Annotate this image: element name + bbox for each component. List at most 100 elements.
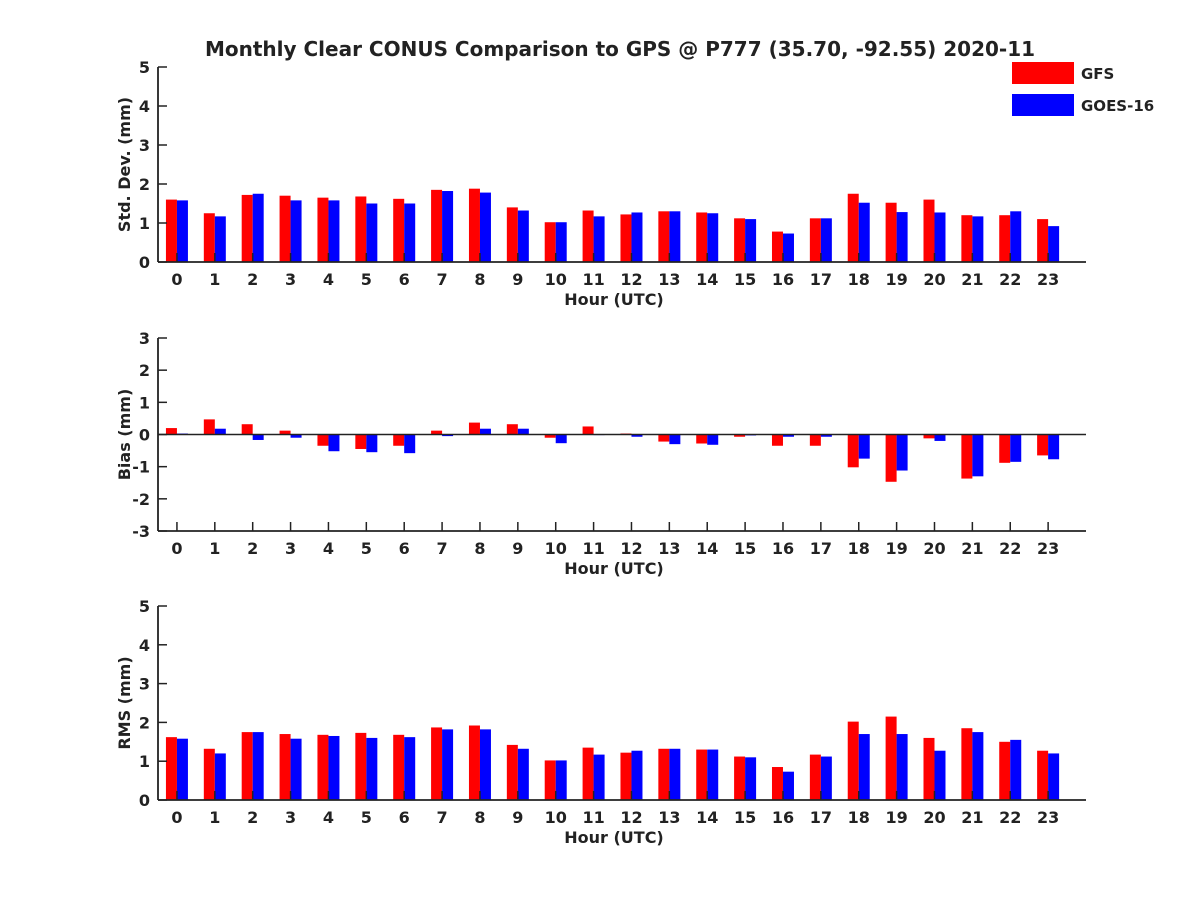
bar-goes-16-14: [707, 213, 719, 262]
x-tick-label: 0: [171, 539, 182, 558]
x-tick-label: 23: [1037, 539, 1059, 558]
x-axis-label: Hour (UTC): [564, 290, 664, 309]
x-tick-label: 4: [323, 808, 334, 827]
x-tick-label: 17: [810, 539, 832, 558]
bar-goes-16-22: [1010, 739, 1022, 800]
bar-gfs-19: [885, 434, 897, 482]
bar-gfs-20: [923, 434, 935, 439]
x-tick-label: 22: [999, 270, 1021, 289]
bar-gfs-0: [165, 428, 177, 435]
x-tick-label: 21: [961, 270, 983, 289]
x-tick-label: 2: [247, 539, 258, 558]
x-tick-label: 18: [848, 270, 870, 289]
x-tick-label: 11: [582, 808, 604, 827]
x-axis-label: Hour (UTC): [564, 559, 664, 578]
bar-gfs-15: [734, 434, 746, 437]
bar-gfs-12: [620, 214, 632, 262]
x-tick-label: 5: [361, 539, 372, 558]
bar-gfs-14: [696, 749, 708, 800]
bar-goes-16-6: [404, 203, 416, 262]
bar-gfs-10: [544, 760, 556, 800]
x-tick-label: 3: [285, 539, 296, 558]
bar-gfs-23: [1037, 750, 1049, 800]
x-tick-label: 9: [512, 270, 523, 289]
bar-gfs-3: [279, 195, 291, 262]
x-tick-label: 7: [437, 808, 448, 827]
bar-goes-16-12: [631, 750, 643, 800]
x-tick-label: 0: [171, 808, 182, 827]
bar-gfs-19: [885, 716, 897, 800]
y-tick-label: 2: [139, 175, 150, 194]
bar-goes-16-2: [252, 732, 264, 800]
bar-goes-16-11: [593, 216, 605, 262]
bar-goes-16-5: [366, 434, 378, 453]
bar-goes-16-10: [555, 760, 567, 800]
y-tick-label: 2: [139, 361, 150, 380]
x-tick-label: 4: [323, 270, 334, 289]
bar-gfs-23: [1037, 219, 1049, 262]
y-tick-label: 0: [139, 791, 150, 810]
y-tick-label: -2: [132, 490, 150, 509]
bar-gfs-0: [165, 737, 177, 800]
bar-goes-16-21: [972, 732, 984, 800]
bar-gfs-20: [923, 737, 935, 800]
bar-gfs-11: [582, 426, 594, 435]
y-tick-label: 1: [139, 214, 150, 233]
x-tick-label: 20: [923, 808, 945, 827]
y-axis-label: RMS (mm): [115, 656, 134, 749]
bar-goes-16-7: [442, 729, 454, 800]
bar-gfs-11: [582, 747, 594, 800]
x-tick-label: 19: [885, 539, 907, 558]
bar-gfs-13: [658, 748, 670, 800]
bar-gfs-5: [355, 196, 367, 262]
bar-gfs-9: [506, 207, 518, 262]
x-tick-label: 12: [620, 808, 642, 827]
bar-gfs-18: [847, 721, 859, 800]
y-tick-label: 0: [139, 426, 150, 445]
bar-goes-16-22: [1010, 211, 1022, 262]
x-tick-label: 19: [885, 808, 907, 827]
bar-goes-16-0: [176, 200, 188, 262]
bar-gfs-3: [279, 734, 291, 800]
bar-gfs-19: [885, 202, 897, 262]
y-tick-label: 3: [139, 675, 150, 694]
x-tick-label: 17: [810, 270, 832, 289]
bar-goes-16-1: [214, 216, 226, 262]
x-tick-label: 5: [361, 808, 372, 827]
bar-gfs-18: [847, 193, 859, 262]
x-tick-label: 8: [474, 270, 485, 289]
y-tick-label: 5: [139, 58, 150, 77]
bar-goes-16-2: [252, 193, 264, 262]
y-tick-label: 2: [139, 713, 150, 732]
bar-goes-16-1: [214, 753, 226, 800]
bar-goes-16-13: [669, 211, 681, 262]
bar-goes-16-19: [896, 212, 908, 262]
bar-goes-16-6: [404, 434, 416, 454]
bar-goes-16-17: [820, 218, 832, 262]
bar-gfs-18: [847, 434, 859, 468]
x-tick-label: 1: [209, 808, 220, 827]
bar-gfs-11: [582, 210, 594, 262]
bar-gfs-12: [620, 752, 632, 800]
bar-gfs-23: [1037, 434, 1049, 456]
x-tick-label: 6: [399, 808, 410, 827]
bar-gfs-0: [165, 199, 177, 262]
x-tick-label: 1: [209, 539, 220, 558]
bar-gfs-16: [771, 434, 783, 446]
x-tick-label: 0: [171, 270, 182, 289]
bar-goes-16-20: [934, 750, 946, 800]
bar-gfs-6: [393, 734, 405, 800]
x-tick-label: 3: [285, 270, 296, 289]
bar-gfs-13: [658, 434, 670, 442]
bar-gfs-1: [203, 213, 215, 262]
bar-gfs-14: [696, 212, 708, 262]
bar-gfs-6: [393, 434, 405, 446]
legend-label-gfs: GFS: [1081, 65, 1114, 83]
x-tick-label: 16: [772, 270, 794, 289]
bar-goes-16-13: [669, 748, 681, 800]
bar-goes-16-14: [707, 434, 719, 445]
bar-goes-16-5: [366, 737, 378, 800]
x-tick-label: 18: [848, 808, 870, 827]
bar-goes-16-18: [858, 734, 870, 800]
y-tick-label: -3: [132, 522, 150, 541]
